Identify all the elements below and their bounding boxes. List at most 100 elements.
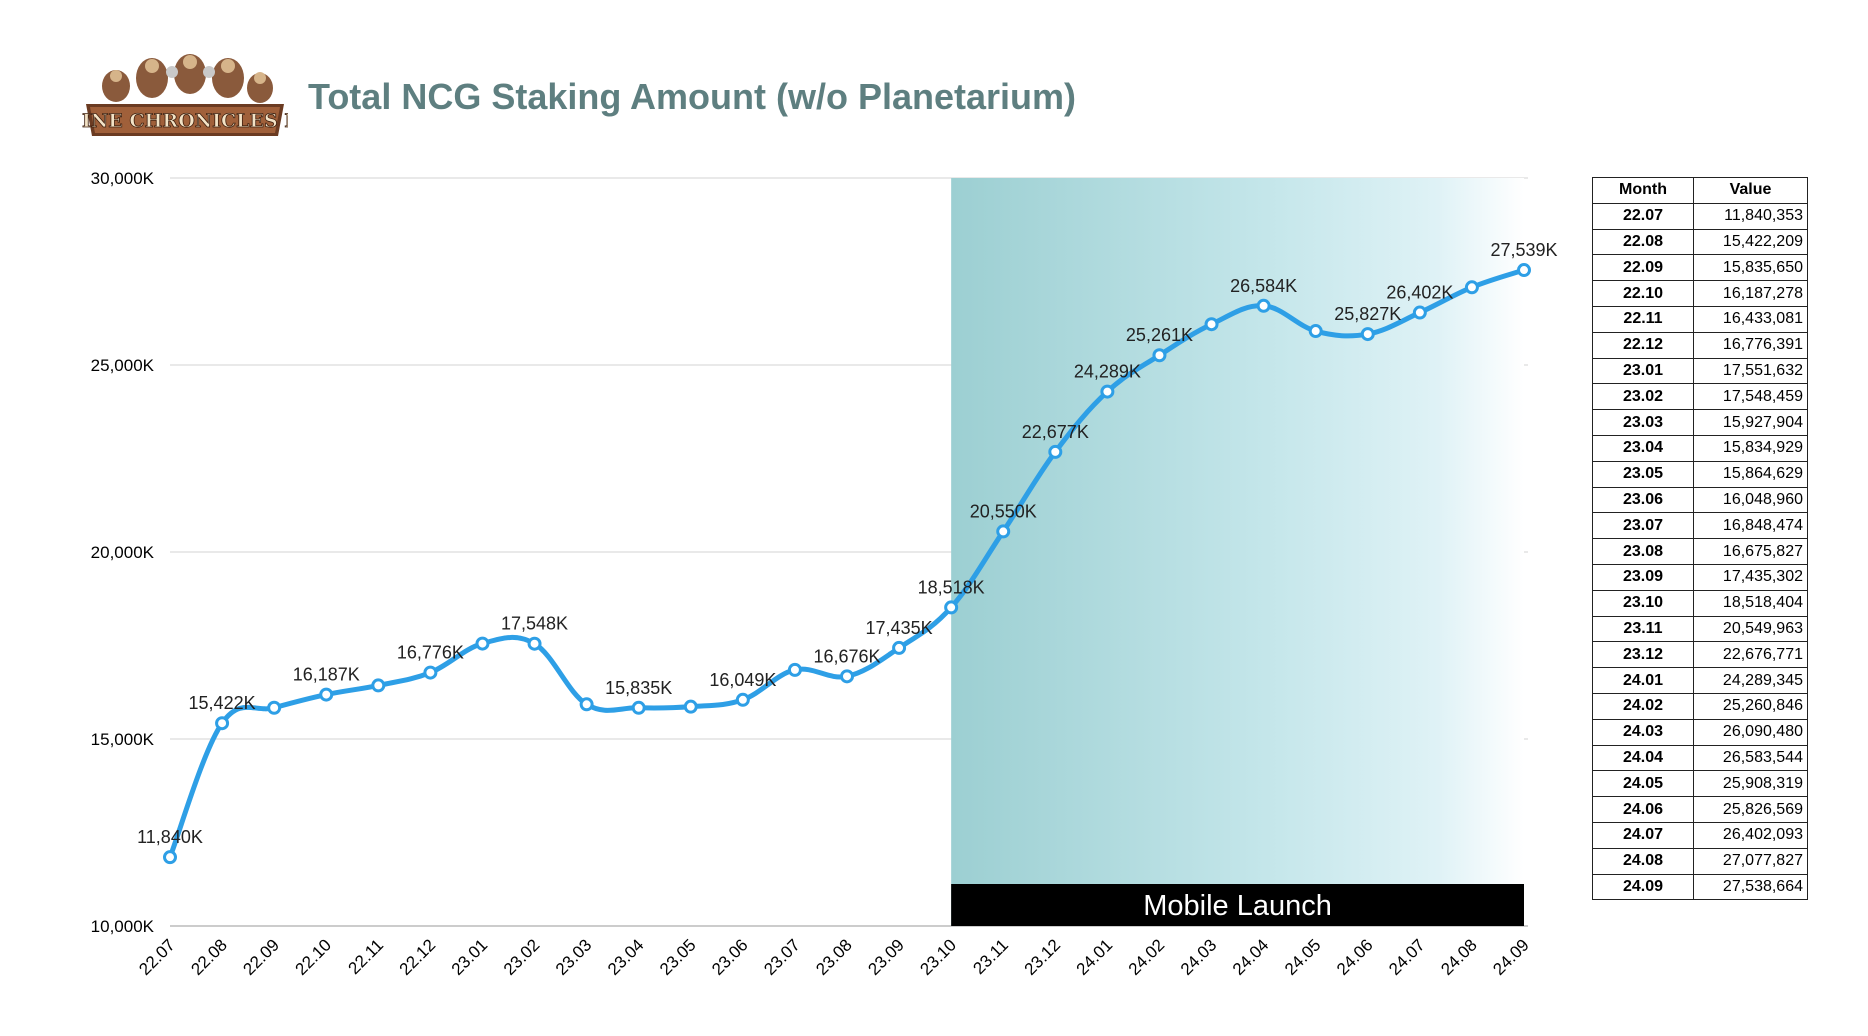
table-row: 23.11 20,549,963 (1592, 615, 1808, 643)
table-header-month: Month (1592, 177, 1694, 204)
x-tick-label: 24.09 (1489, 935, 1533, 979)
table-cell-month: 23.02 (1592, 383, 1694, 411)
data-label: 11,840K (137, 827, 203, 847)
x-tick-label: 23.04 (604, 935, 648, 979)
x-tick-label: 23.03 (552, 935, 596, 979)
table-row: 23.04 15,834,929 (1592, 434, 1808, 462)
x-tick-label: 22.07 (135, 935, 179, 979)
table-row: 22.08 15,422,209 (1592, 228, 1808, 256)
table-cell-value: 15,927,904 (1693, 409, 1808, 436)
data-label: 17,548K (501, 614, 568, 634)
table-cell-month: 22.08 (1592, 228, 1694, 256)
data-label: 16,187K (293, 665, 360, 685)
table-cell-month: 23.05 (1592, 460, 1694, 488)
table-cell-value: 15,422,209 (1693, 228, 1808, 256)
data-point (840, 669, 854, 684)
table-cell-value: 20,549,963 (1693, 615, 1808, 643)
table-row: 24.06 25,826,569 (1592, 796, 1808, 823)
x-tick-label: 24.01 (1073, 935, 1117, 979)
data-label: 26,402K (1386, 283, 1453, 303)
data-point (215, 716, 230, 731)
data-label: 15,422K (189, 693, 256, 713)
mobile-launch-label: Mobile Launch (1143, 890, 1332, 922)
table-cell-value: 17,551,632 (1693, 357, 1808, 385)
data-point (1152, 348, 1167, 363)
table-cell-month: 23.03 (1592, 409, 1694, 436)
table-row: 22.12 16,776,391 (1592, 331, 1808, 359)
x-tick-label: 22.09 (239, 935, 283, 979)
table-row: 24.07 26,402,093 (1592, 821, 1808, 849)
table-row: 24.05 25,908,319 (1592, 770, 1808, 798)
table-cell-month: 23.07 (1592, 512, 1694, 540)
y-tick-label: 25,000K (91, 356, 155, 375)
table-row: 23.02 17,548,459 (1592, 383, 1808, 411)
data-label: 16,049K (709, 670, 776, 690)
data-point (1360, 327, 1375, 342)
x-tick-label: 23.11 (969, 935, 1012, 978)
data-point (892, 640, 907, 655)
table-row: 22.10 16,187,278 (1592, 280, 1808, 307)
data-label: 16,776K (397, 643, 464, 663)
table-row: 23.05 15,864,629 (1592, 460, 1808, 488)
table-cell-value: 26,402,093 (1693, 821, 1808, 849)
table-cell-value: 15,864,629 (1693, 460, 1808, 488)
table-cell-month: 24.05 (1592, 770, 1694, 798)
table-cell-value: 16,433,081 (1693, 305, 1808, 333)
data-point (631, 700, 646, 715)
table-cell-month: 22.07 (1592, 202, 1694, 230)
table-cell-value: 16,187,278 (1693, 280, 1808, 307)
x-tick-label: 23.05 (656, 935, 700, 979)
x-tick-label: 22.12 (396, 935, 440, 979)
y-tick-label: 15,000K (91, 730, 155, 749)
table-cell-month: 23.08 (1592, 538, 1694, 565)
table-row: 23.07 16,848,474 (1592, 512, 1808, 540)
data-point (787, 662, 802, 677)
table-cell-value: 11,840,353 (1693, 202, 1808, 230)
table-cell-month: 24.04 (1592, 744, 1694, 772)
data-point (319, 687, 334, 702)
table-row: 24.03 26,090,480 (1592, 718, 1808, 746)
data-point (1256, 298, 1271, 313)
data-point (1464, 280, 1479, 295)
data-point (423, 665, 438, 680)
table-cell-month: 22.11 (1592, 305, 1694, 333)
x-tick-label: 22.10 (292, 935, 336, 979)
table-row: 23.08 16,675,827 (1592, 538, 1808, 565)
y-tick-label: 30,000K (91, 169, 155, 188)
table-cell-month: 23.01 (1592, 357, 1694, 385)
data-label: 15,835K (605, 678, 672, 698)
table-cell-value: 16,048,960 (1693, 486, 1808, 514)
table-cell-value: 16,848,474 (1693, 512, 1808, 540)
data-point (163, 850, 177, 865)
data-label: 26,584K (1230, 276, 1297, 296)
table-row: 24.02 25,260,846 (1592, 692, 1808, 720)
mobile-launch-band (951, 178, 1524, 926)
data-point (579, 697, 594, 712)
table-header-row: Month Value (1592, 177, 1808, 204)
x-tick-label: 22.11 (345, 935, 388, 978)
table-row: 22.07 11,840,353 (1592, 202, 1808, 230)
table-cell-value: 25,826,569 (1693, 796, 1808, 823)
table-row: 23.01 17,551,632 (1592, 357, 1808, 385)
table-cell-value: 26,090,480 (1693, 718, 1808, 746)
chart-title: Total NCG Staking Amount (w/o Planetariu… (308, 76, 1077, 117)
table-cell-month: 22.10 (1592, 280, 1694, 307)
table-cell-value: 16,675,827 (1693, 538, 1808, 565)
x-tick-label: 23.02 (500, 935, 544, 979)
table-cell-value: 26,583,544 (1693, 744, 1808, 772)
table-cell-month: 23.06 (1592, 486, 1694, 514)
table-cell-value: 27,077,827 (1693, 847, 1808, 875)
table-cell-value: 22,676,771 (1693, 641, 1808, 669)
data-label: 24,289K (1074, 362, 1141, 382)
x-tick-label: 23.10 (916, 935, 960, 979)
data-point (1100, 384, 1115, 399)
mobile-launch-banner (951, 884, 1524, 926)
data-point (1412, 305, 1427, 320)
nine-chronicles-m-logo: NINE CHRONICLES M (82, 54, 288, 136)
table-cell-month: 24.07 (1592, 821, 1694, 849)
data-label: 17,435K (866, 618, 933, 638)
table-cell-month: 23.12 (1592, 641, 1694, 669)
table-cell-value: 18,518,404 (1693, 589, 1808, 617)
data-point (944, 600, 959, 615)
